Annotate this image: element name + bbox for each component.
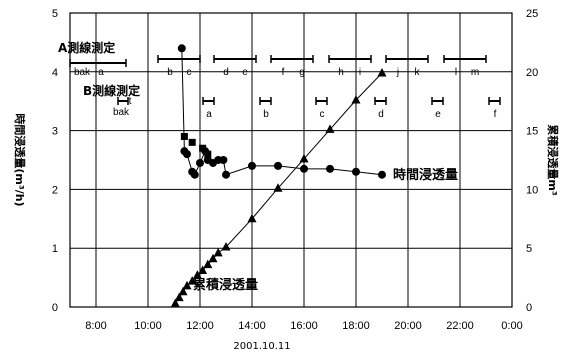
segment-a-label: c: [187, 67, 192, 78]
segment-a-label: l: [455, 67, 457, 78]
series-hourly-point: [222, 170, 230, 179]
series-hourly-point: [248, 161, 256, 170]
series-cumulative-point: [221, 242, 231, 251]
x-tick-label: 0:00: [501, 320, 522, 332]
y-right-axis-label: 累積浸透量m³: [546, 124, 560, 195]
grid-lines: [70, 13, 512, 307]
series-cumulative-point: [208, 253, 218, 263]
series-hourly-point: [378, 170, 386, 179]
series-hourly-point: [326, 164, 334, 173]
segment-a-label: i: [359, 67, 361, 78]
segment-b-pre-label: t: [129, 96, 132, 107]
y-left-tick-labels: 0 1 2 3 4 5: [52, 8, 58, 314]
segment-b-label: e: [435, 109, 441, 120]
segment-a-label: f: [282, 67, 285, 78]
y-right-tick-labels: 0 5 10 15 20 25: [526, 8, 538, 314]
segment-a-label: j: [396, 67, 399, 78]
x-tick-labels: 8:00 10:00 12:00 14:00 16:00 18:00 20:00 22:00 0…: [85, 320, 522, 332]
x-tick-label: 18:00: [342, 320, 370, 332]
x-tick-label: 12:00: [186, 320, 214, 332]
series-cumulative-point: [174, 292, 184, 302]
series-cumulative-point: [351, 95, 361, 104]
segment-b-label: c: [320, 109, 325, 120]
series-cumulative-point: [299, 153, 309, 163]
segment-a-label: h: [338, 67, 344, 78]
segment-a-label: m: [471, 67, 479, 78]
y-left-axis-label: 時間浸透量(m³/h): [13, 113, 27, 206]
segment-a-label: d: [223, 67, 229, 78]
series-cumulative-point: [247, 213, 257, 223]
series-hourly-b-point: [188, 138, 196, 146]
y-right-tick-label: 0: [526, 302, 532, 314]
series-cumulative-point: [203, 259, 213, 269]
annotation-cumulative: 累積浸透量: [193, 277, 258, 293]
series-cumulative-point: [182, 280, 192, 290]
x-axis-label: 2001.10.11: [233, 341, 290, 352]
x-tick-label: 10:00: [134, 320, 162, 332]
series-hourly-point: [352, 167, 360, 176]
series-layer: [170, 44, 387, 307]
y-right-tick-label: 15: [526, 126, 538, 138]
y-right-tick-label: 5: [526, 243, 532, 255]
segment-a-title: A測線測定: [58, 40, 115, 55]
segment-a-label: e: [242, 67, 248, 78]
y-left-tick-label: 2: [52, 184, 58, 196]
series-cumulative-point: [187, 276, 197, 285]
series-hourly-point: [177, 44, 186, 53]
series-hourly-b-point: [199, 144, 207, 152]
series-hourly-point: [300, 164, 308, 173]
series-cumulative-point: [325, 124, 335, 133]
y-right-tick-label: 20: [526, 67, 538, 79]
series-hourly-point: [183, 150, 191, 159]
x-tick-label: 8:00: [85, 320, 106, 332]
series-hourly-point: [190, 170, 199, 179]
annotation-hourly: 時間浸透量: [393, 167, 458, 183]
segment-b-label: d: [378, 109, 384, 120]
series-hourly-b-point: [204, 150, 212, 158]
segment-a-label: k: [415, 67, 421, 78]
x-tick-label: 20:00: [394, 320, 422, 332]
y-right-tick-label: 10: [526, 184, 538, 196]
series-cumulative-point: [377, 67, 387, 77]
y-left-tick-label: 5: [52, 8, 58, 20]
series-hourly-point: [219, 156, 228, 164]
segment-a-label: g: [299, 67, 305, 78]
y-left-tick-label: 4: [52, 67, 58, 79]
segment-a-label: b: [167, 67, 173, 78]
segment-b-pre-label: bak: [113, 107, 130, 118]
segment-b-label: b: [263, 109, 269, 120]
x-tick-label: 22:00: [446, 320, 474, 332]
series-hourly-point: [274, 161, 282, 170]
series-cumulative-point: [178, 286, 188, 296]
series-cumulative-point: [213, 247, 223, 257]
series-cumulative-point: [273, 183, 283, 192]
series-cumulative-point: [198, 265, 208, 275]
segment-a-pre-label: bak: [74, 67, 91, 78]
x-tick-label: 16:00: [290, 320, 318, 332]
y-right-tick-label: 25: [526, 8, 538, 20]
x-tick-label: 14:00: [238, 320, 266, 332]
series-cumulative-point: [192, 270, 202, 279]
segment-b-title: B測線測定: [83, 83, 140, 98]
series-hourly-b-point: [180, 132, 188, 140]
segment-a-pre-label: a: [98, 67, 104, 78]
y-left-tick-label: 0: [52, 302, 58, 314]
segment-b-label: f: [494, 109, 497, 120]
series-hourly-point: [196, 158, 204, 167]
y-left-tick-label: 1: [52, 243, 58, 255]
segment-b-label: a: [206, 109, 212, 120]
y-left-tick-label: 3: [52, 126, 58, 138]
plot-area: [69, 12, 513, 308]
series-cumulative-point: [170, 298, 180, 307]
